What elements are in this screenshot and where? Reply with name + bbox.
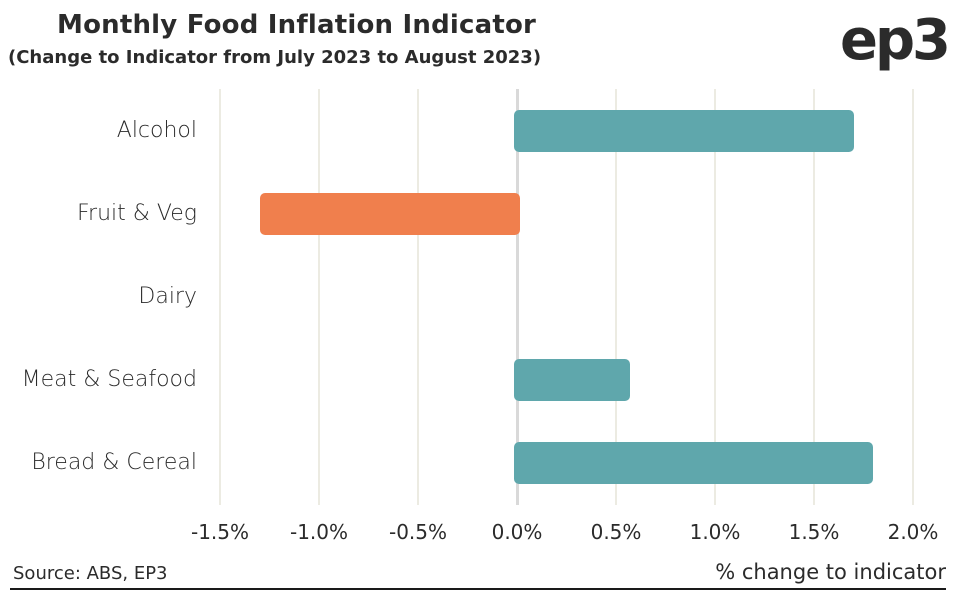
category-label-meat-seafood: Meat & Seafood [21,367,197,393]
chart-title: Monthly Food Inflation Indicator [57,10,537,40]
x-tick-label: 1.5% [788,520,840,544]
bar-bread-cereal [514,442,874,485]
x-tick-label: 0.0% [491,520,543,544]
bottom-divider [10,588,946,590]
category-label-fruit-veg: Fruit & Veg [76,200,197,226]
source-note: Source: ABS, EP3 [13,563,168,584]
gridline [417,89,419,505]
x-tick-label: 0.5% [590,520,642,544]
gridline [615,89,617,505]
bar-alcohol [514,109,854,152]
x-tick-label: -1.5% [190,520,250,544]
bar-fruit-veg [259,192,520,235]
x-tick-label: -1.0% [289,520,349,544]
x-tick-label: -0.5% [388,520,448,544]
gridline [219,89,221,505]
chart-subtitle: (Change to Indicator from July 2023 to A… [8,47,542,68]
x-tick-label: 1.0% [689,520,741,544]
gridline [714,89,716,505]
gridline [318,89,320,505]
category-label-alcohol: Alcohol [116,117,197,143]
bar-meat-seafood [514,359,630,402]
zero-line [515,89,519,505]
category-label-dairy: Dairy [138,284,197,309]
gridline [813,89,815,505]
x-tick-label: 2.0% [887,520,939,544]
gridline [912,89,914,505]
ep3-logo: ep3 [839,8,951,73]
category-label-bread-cereal: Bread & Cereal [31,450,197,476]
x-axis-title: % change to indicator [715,560,946,584]
